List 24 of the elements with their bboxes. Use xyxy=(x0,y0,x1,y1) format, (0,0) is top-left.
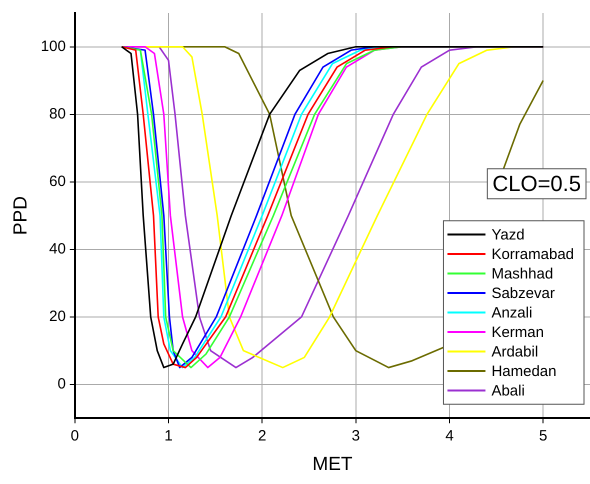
annotation: CLO=0.5 xyxy=(492,170,582,196)
y-tick-label: 40 xyxy=(49,240,66,258)
x-tick-label: 0 xyxy=(70,427,79,444)
x-tick-label: 2 xyxy=(258,427,266,444)
x-axis-title: MET xyxy=(312,454,353,475)
legend-label: Abali xyxy=(491,382,525,400)
y-tick-label: 100 xyxy=(40,38,66,55)
legend-label: Ardabil xyxy=(491,344,538,361)
legend-label: Korramabad xyxy=(491,246,574,264)
x-tick-label: 3 xyxy=(352,427,360,444)
legend-label: Anzali xyxy=(491,304,532,322)
legend-label: Yazd xyxy=(491,226,525,244)
x-tick-label: 1 xyxy=(164,427,173,444)
legend-label: Mashhad xyxy=(491,266,554,283)
y-tick-label: 0 xyxy=(57,376,66,393)
legend-label: Hamedan xyxy=(491,363,557,380)
y-axis-title: PPD xyxy=(10,196,32,236)
y-tick-label: 80 xyxy=(49,105,66,122)
x-tick-label: 5 xyxy=(538,427,548,444)
y-tick-label: 20 xyxy=(49,308,66,326)
x-tick-label: 4 xyxy=(445,427,454,444)
legend-label: Kerman xyxy=(491,324,544,342)
legend-label: Sabzevar xyxy=(491,285,555,302)
y-tick-label: 60 xyxy=(49,172,66,190)
